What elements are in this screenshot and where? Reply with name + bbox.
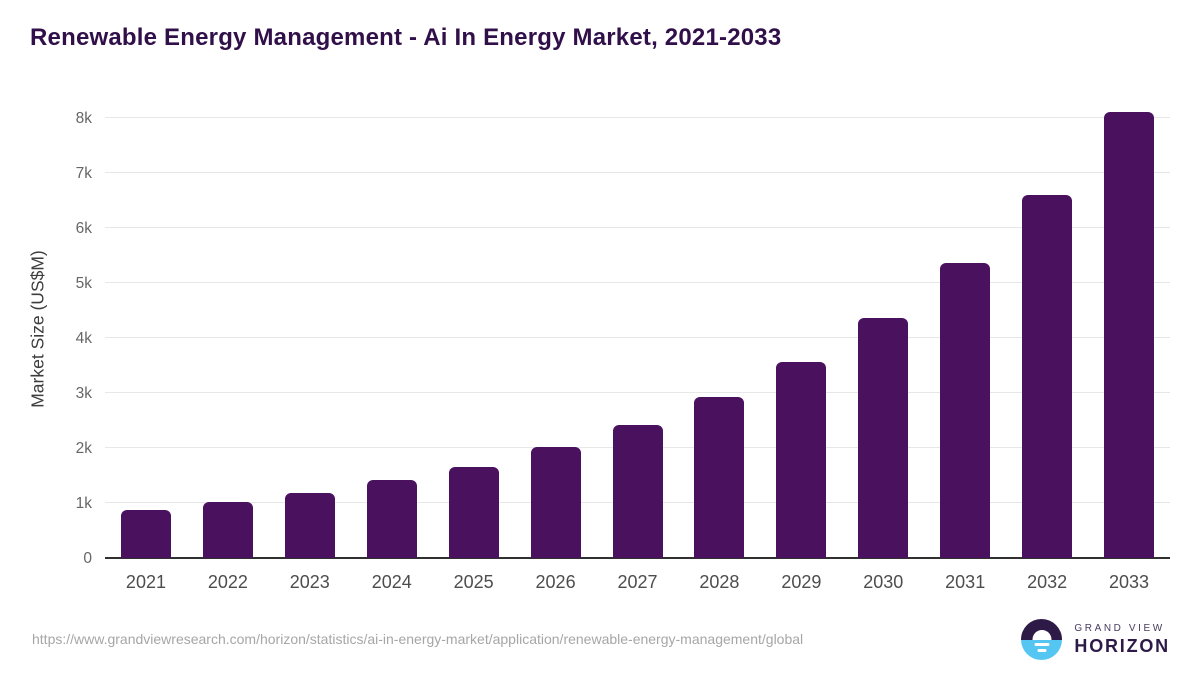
y-tick-label-1k: 1k — [75, 494, 92, 512]
logo-text: GRAND VIEW HORIZON — [1074, 623, 1170, 657]
grand-view-horizon-logo: GRAND VIEW HORIZON — [1021, 619, 1170, 660]
bar-2028 — [694, 396, 745, 558]
x-label-2021: 2021 — [125, 572, 166, 592]
gridline-8k — [105, 117, 1170, 119]
gridline-4k — [105, 337, 1170, 339]
gridline-6k — [105, 227, 1170, 229]
x-label-2029: 2029 — [781, 572, 822, 592]
y-tick-label-4k: 4k — [75, 329, 92, 347]
horizon-sun-icon — [1021, 619, 1063, 660]
x-label-2025: 2025 — [453, 572, 494, 592]
x-label-2027: 2027 — [617, 572, 658, 592]
logo-text-grand-view: GRAND VIEW — [1074, 622, 1165, 634]
logo-text-horizon: HORIZON — [1074, 635, 1170, 656]
y-tick-label-7k: 7k — [75, 164, 92, 182]
horizon-sun-icon-sun — [1032, 629, 1052, 640]
horizon-sun-icon-reflection-2 — [1037, 648, 1047, 652]
y-tick-label-0: 0 — [83, 549, 92, 567]
bar-2023 — [284, 492, 335, 558]
x-label-2031: 2031 — [945, 572, 986, 592]
bar-2033 — [1104, 112, 1155, 558]
bar-2025 — [448, 467, 499, 558]
gridline-3k — [105, 392, 1170, 394]
x-label-2032: 2032 — [1027, 572, 1068, 592]
x-label-2030: 2030 — [863, 572, 904, 592]
bar-2032 — [1022, 195, 1073, 558]
x-label-2022: 2022 — [207, 572, 248, 592]
y-tick-label-8k: 8k — [75, 109, 92, 127]
y-tick-label-3k: 3k — [75, 384, 92, 402]
gridline-7k — [105, 172, 1170, 174]
y-tick-label-5k: 5k — [75, 274, 92, 292]
y-axis-title: Market Size (US$M) — [27, 250, 48, 408]
x-label-2028: 2028 — [699, 572, 740, 592]
x-label-2026: 2026 — [535, 572, 576, 592]
horizon-sun-icon-sky — [1021, 619, 1063, 640]
bar-2026 — [530, 446, 581, 558]
chart-title: Renewable Energy Management - Ai In Ener… — [30, 24, 782, 51]
bar-2029 — [776, 361, 827, 558]
y-tick-label-2k: 2k — [75, 439, 92, 457]
gridline-5k — [105, 282, 1170, 284]
bar-2030 — [858, 317, 909, 558]
bar-2027 — [612, 424, 663, 558]
bar-2021 — [120, 510, 171, 558]
x-label-2024: 2024 — [371, 572, 412, 592]
y-tick-label-6k: 6k — [75, 219, 92, 237]
bar-2022 — [202, 502, 253, 558]
x-label-2033: 2033 — [1109, 572, 1150, 592]
plot-area: 0 1k 2k 3k 4k 5k 6k 7k 8k 2021 2022 2023 2024 2025 202… — [76, 100, 1170, 592]
bar-2024 — [366, 479, 417, 558]
x-label-2023: 2023 — [289, 572, 330, 592]
bar-2031 — [940, 263, 991, 558]
horizon-sun-icon-reflection-1 — [1034, 642, 1050, 646]
source-url: https://www.grandviewresearch.com/horizo… — [32, 631, 804, 647]
